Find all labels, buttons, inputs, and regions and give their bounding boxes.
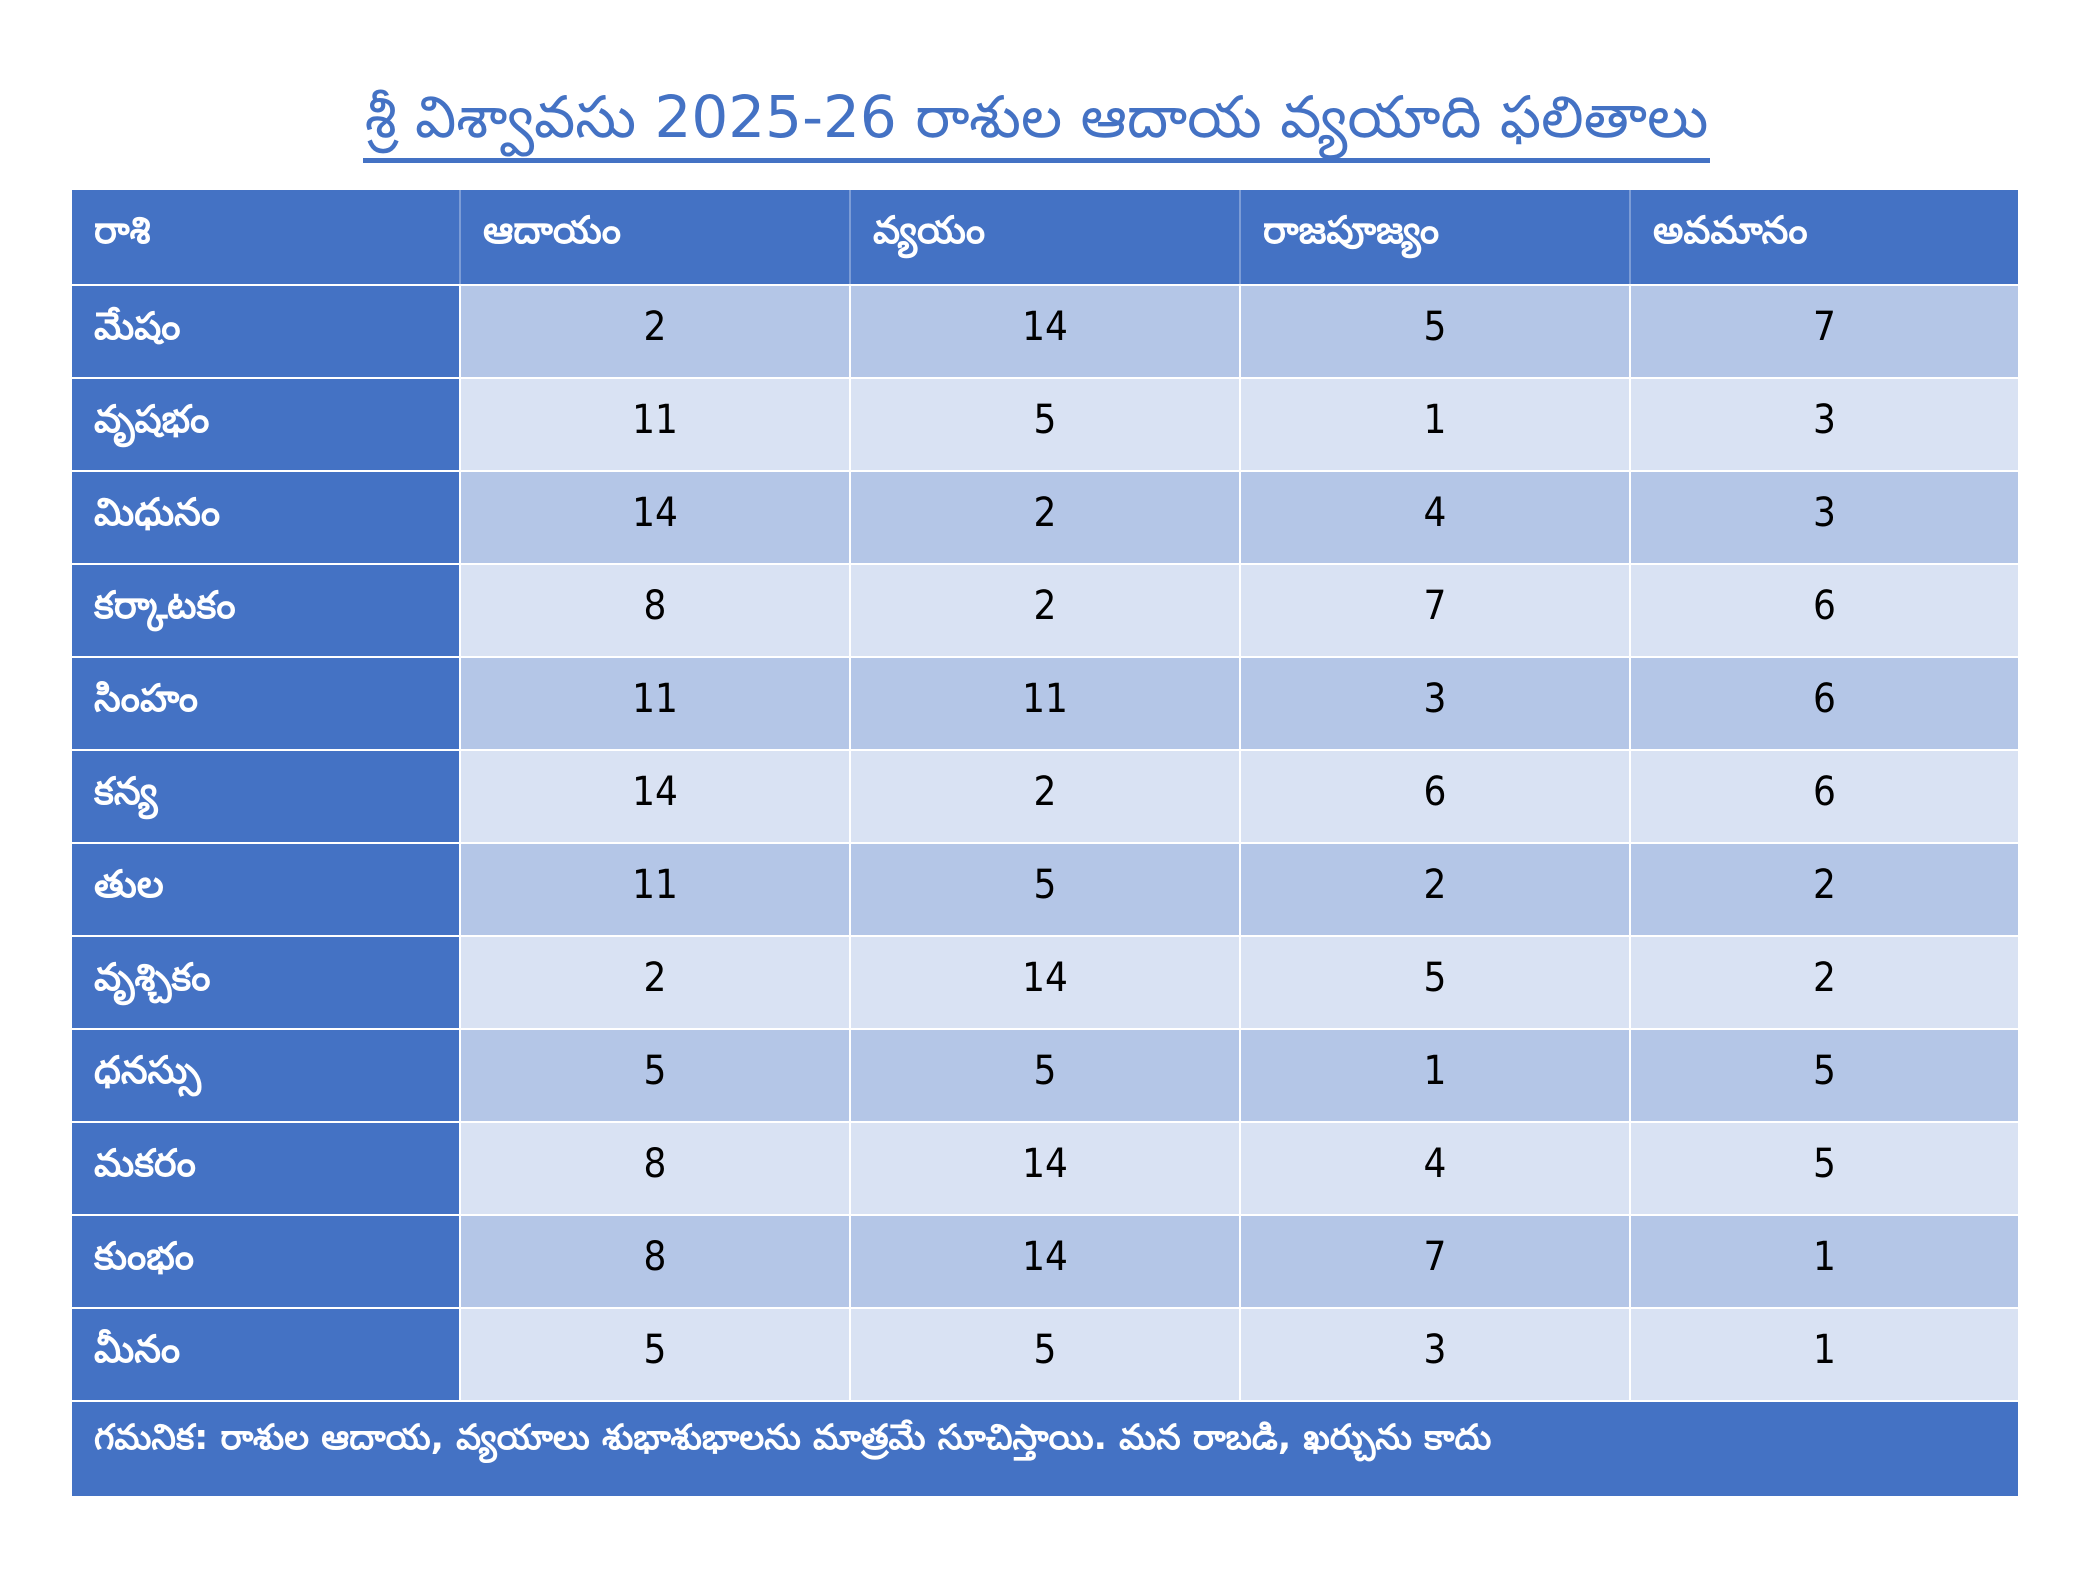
rasi-name: మేషం xyxy=(72,284,461,379)
rasi-name: కర్కాటకం xyxy=(72,563,461,658)
vyayam-value: 5 xyxy=(849,1028,1241,1123)
avamanam-value: 1 xyxy=(1629,1214,2018,1309)
footnote: గమనిక: రాశుల ఆదాయ, వ్యయాలు శుభాశుభాలను మ… xyxy=(72,1400,2018,1496)
page-title-text: శ్రీ విశ్వావసు 2025-26 రాశుల ఆదాయ వ్యయాద… xyxy=(362,78,1711,163)
aadayam-value: 14 xyxy=(459,470,851,565)
vyayam-value: 5 xyxy=(849,1307,1241,1402)
table-row: కన్య 14 2 6 6 xyxy=(72,749,2018,844)
rajapujyam-value: 5 xyxy=(1239,935,1631,1030)
vyayam-value: 5 xyxy=(849,842,1241,937)
aadayam-value: 11 xyxy=(459,377,851,472)
vyayam-value: 11 xyxy=(849,656,1241,751)
header-avamanam: అవమానం xyxy=(1629,190,2018,286)
rasi-name: వృశ్చికం xyxy=(72,935,461,1030)
rajapujyam-value: 4 xyxy=(1239,1121,1631,1216)
rasi-phalalu-table: రాశి ఆదాయం వ్యయం రాజపూజ్యం అవమానం మేషం 2… xyxy=(72,190,2018,1496)
rasi-name: మీనం xyxy=(72,1307,461,1402)
aadayam-value: 11 xyxy=(459,656,851,751)
avamanam-value: 5 xyxy=(1629,1121,2018,1216)
rasi-name: మిధునం xyxy=(72,470,461,565)
vyayam-value: 14 xyxy=(849,1214,1241,1309)
table-row: సింహం 11 11 3 6 xyxy=(72,656,2018,751)
table-row: ధనస్సు 5 5 1 5 xyxy=(72,1028,2018,1123)
avamanam-value: 2 xyxy=(1629,935,2018,1030)
table-row: మిధునం 14 2 4 3 xyxy=(72,470,2018,565)
aadayam-value: 5 xyxy=(459,1028,851,1123)
rajapujyam-value: 2 xyxy=(1239,842,1631,937)
table-row: వృషభం 11 5 1 3 xyxy=(72,377,2018,472)
aadayam-value: 2 xyxy=(459,284,851,379)
avamanam-value: 2 xyxy=(1629,842,2018,937)
vyayam-value: 14 xyxy=(849,935,1241,1030)
table-row: మకరం 8 14 4 5 xyxy=(72,1121,2018,1216)
avamanam-value: 6 xyxy=(1629,656,2018,751)
header-rasi: రాశి xyxy=(72,190,461,286)
table-row: మీనం 5 5 3 1 xyxy=(72,1307,2018,1402)
vyayam-value: 14 xyxy=(849,1121,1241,1216)
table-footer: గమనిక: రాశుల ఆదాయ, వ్యయాలు శుభాశుభాలను మ… xyxy=(72,1400,2018,1496)
footnote-row: గమనిక: రాశుల ఆదాయ, వ్యయాలు శుభాశుభాలను మ… xyxy=(72,1400,2018,1496)
aadayam-value: 5 xyxy=(459,1307,851,1402)
avamanam-value: 5 xyxy=(1629,1028,2018,1123)
header-aadayam: ఆదాయం xyxy=(459,190,851,286)
rajapujyam-value: 6 xyxy=(1239,749,1631,844)
rajapujyam-value: 7 xyxy=(1239,1214,1631,1309)
vyayam-value: 5 xyxy=(849,377,1241,472)
rajapujyam-value: 5 xyxy=(1239,284,1631,379)
rajapujyam-value: 4 xyxy=(1239,470,1631,565)
table-header: రాశి ఆదాయం వ్యయం రాజపూజ్యం అవమానం xyxy=(72,190,2018,286)
rajapujyam-value: 1 xyxy=(1239,377,1631,472)
aadayam-value: 8 xyxy=(459,1214,851,1309)
rasi-name: కుంభం xyxy=(72,1214,461,1309)
table-row: తుల 11 5 2 2 xyxy=(72,842,2018,937)
rasi-name: మకరం xyxy=(72,1121,461,1216)
aadayam-value: 11 xyxy=(459,842,851,937)
header-rajapujyam: రాజపూజ్యం xyxy=(1239,190,1631,286)
vyayam-value: 2 xyxy=(849,563,1241,658)
vyayam-value: 2 xyxy=(849,470,1241,565)
rajapujyam-value: 3 xyxy=(1239,656,1631,751)
rasi-name: వృషభం xyxy=(72,377,461,472)
vyayam-value: 2 xyxy=(849,749,1241,844)
rasi-name: సింహం xyxy=(72,656,461,751)
rajapujyam-value: 1 xyxy=(1239,1028,1631,1123)
rasi-name: ధనస్సు xyxy=(72,1028,461,1123)
avamanam-value: 3 xyxy=(1629,470,2018,565)
aadayam-value: 14 xyxy=(459,749,851,844)
avamanam-value: 3 xyxy=(1629,377,2018,472)
aadayam-value: 8 xyxy=(459,1121,851,1216)
avamanam-value: 6 xyxy=(1629,563,2018,658)
table-row: కుంభం 8 14 7 1 xyxy=(72,1214,2018,1309)
rajapujyam-value: 3 xyxy=(1239,1307,1631,1402)
aadayam-value: 8 xyxy=(459,563,851,658)
aadayam-value: 2 xyxy=(459,935,851,1030)
page-title: శ్రీ విశ్వావసు 2025-26 రాశుల ఆదాయ వ్యయాద… xyxy=(0,77,2073,163)
header-vyayam: వ్యయం xyxy=(849,190,1241,286)
avamanam-value: 1 xyxy=(1629,1307,2018,1402)
vyayam-value: 14 xyxy=(849,284,1241,379)
avamanam-value: 7 xyxy=(1629,284,2018,379)
table-body: మేషం 2 14 5 7 వృషభం 11 5 1 3 మిధునం 14 2… xyxy=(72,284,2018,1402)
table-row: మేషం 2 14 5 7 xyxy=(72,284,2018,379)
rasi-name: తుల xyxy=(72,842,461,937)
table-row: వృశ్చికం 2 14 5 2 xyxy=(72,935,2018,1030)
rasi-phalalu-table-container: రాశి ఆదాయం వ్యయం రాజపూజ్యం అవమానం మేషం 2… xyxy=(72,190,2018,1496)
avamanam-value: 6 xyxy=(1629,749,2018,844)
table-row: కర్కాటకం 8 2 7 6 xyxy=(72,563,2018,658)
rasi-name: కన్య xyxy=(72,749,461,844)
rajapujyam-value: 7 xyxy=(1239,563,1631,658)
header-row: రాశి ఆదాయం వ్యయం రాజపూజ్యం అవమానం xyxy=(72,190,2018,286)
